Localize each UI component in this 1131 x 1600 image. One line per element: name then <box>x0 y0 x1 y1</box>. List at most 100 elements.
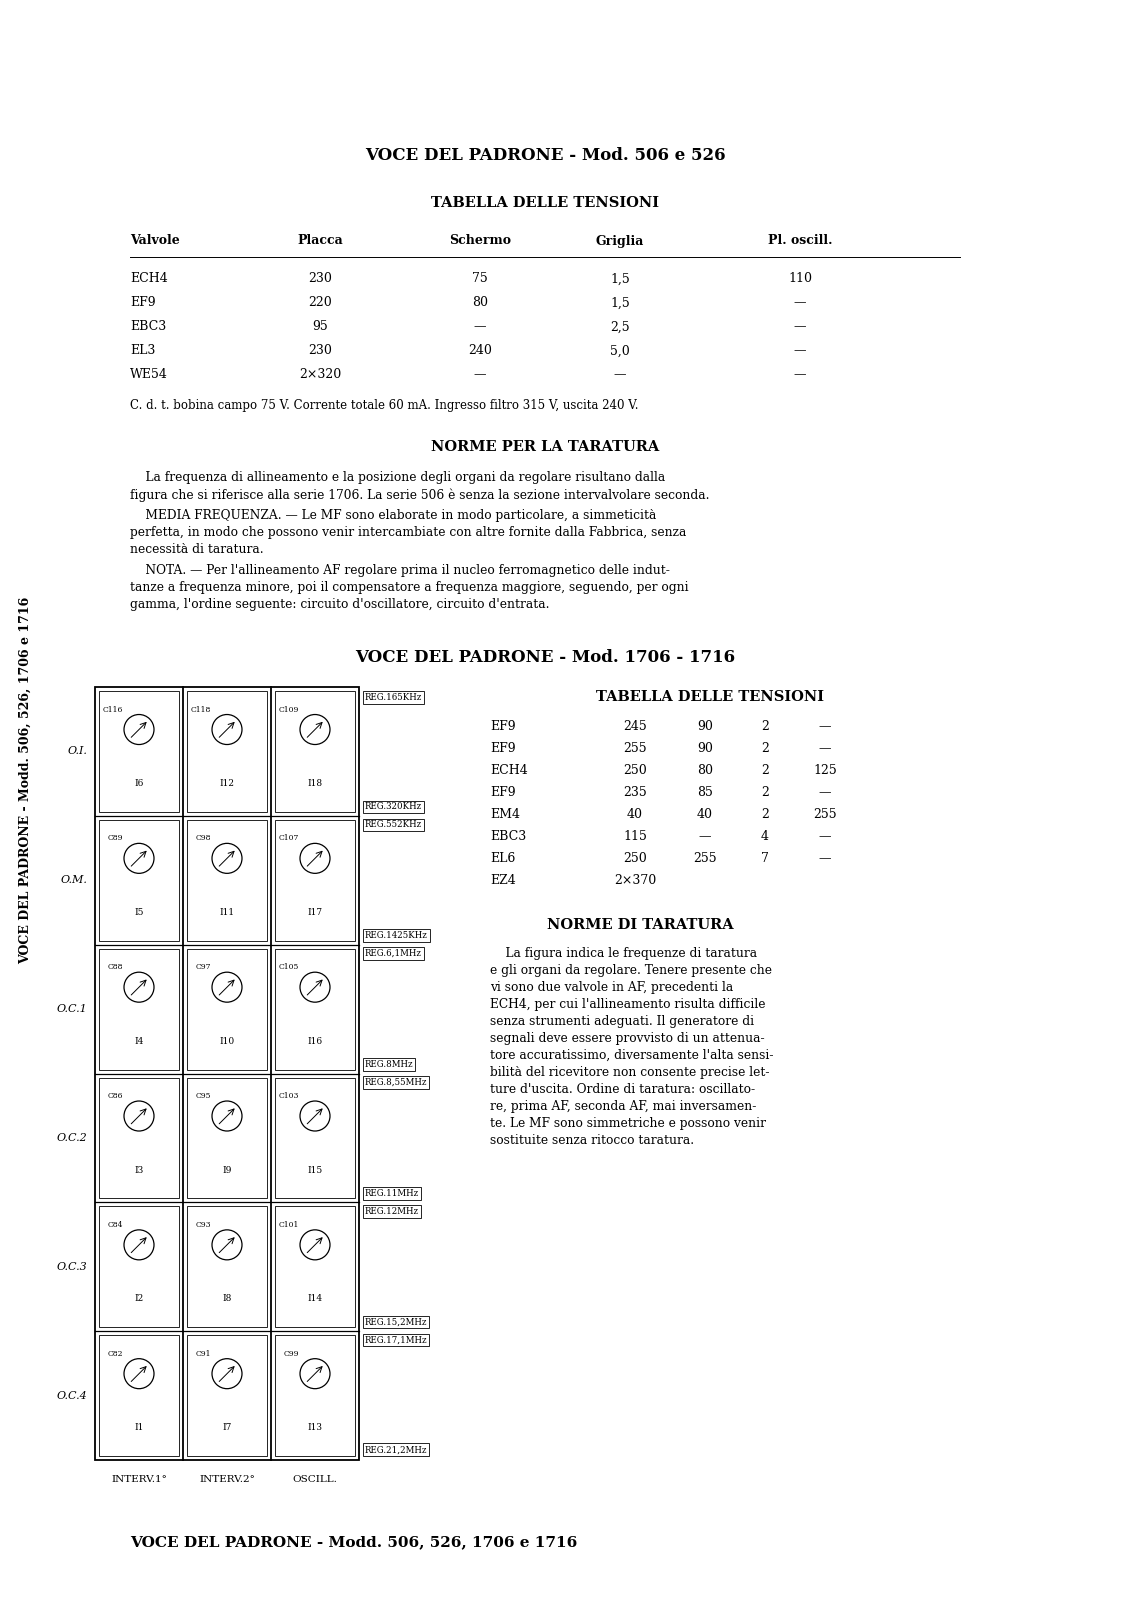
Text: C116: C116 <box>103 706 123 714</box>
Text: 80: 80 <box>697 765 713 778</box>
Text: REG.1425KHz: REG.1425KHz <box>365 931 428 941</box>
Text: 7: 7 <box>761 853 769 866</box>
Text: I2: I2 <box>135 1294 144 1304</box>
Text: —: — <box>819 720 831 733</box>
Text: C101: C101 <box>278 1221 299 1229</box>
Bar <box>275 1334 355 1456</box>
Circle shape <box>211 715 242 744</box>
Text: TABELLA DELLE TENSIONI: TABELLA DELLE TENSIONI <box>431 195 659 210</box>
Text: C. d. t. bobina campo 75 V. Corrente totale 60 mA. Ingresso filtro 315 V, uscita: C. d. t. bobina campo 75 V. Corrente tot… <box>130 398 639 411</box>
Text: C98: C98 <box>196 834 211 842</box>
Text: I17: I17 <box>308 907 322 917</box>
Text: 1,5: 1,5 <box>610 272 630 285</box>
Text: 245: 245 <box>623 720 647 733</box>
Text: O.C.3: O.C.3 <box>57 1262 87 1272</box>
Text: C99: C99 <box>284 1350 299 1358</box>
Text: tore accuratissimo, diversamente l'alta sensi-: tore accuratissimo, diversamente l'alta … <box>490 1050 774 1062</box>
Text: 255: 255 <box>813 808 837 821</box>
Circle shape <box>124 843 154 874</box>
Text: Valvole: Valvole <box>130 235 180 248</box>
Circle shape <box>124 1101 154 1131</box>
Text: C93: C93 <box>196 1221 211 1229</box>
Text: Placca: Placca <box>297 235 343 248</box>
Text: —: — <box>474 320 486 333</box>
Text: 40: 40 <box>697 808 713 821</box>
Text: REG.8MHz: REG.8MHz <box>365 1059 414 1069</box>
Text: 115: 115 <box>623 830 647 843</box>
Text: 2: 2 <box>761 720 769 733</box>
Text: bilità del ricevitore non consente precise let-: bilità del ricevitore non consente preci… <box>490 1066 769 1078</box>
Text: 250: 250 <box>623 853 647 866</box>
Text: 90: 90 <box>697 720 713 733</box>
Text: ECH4: ECH4 <box>130 272 167 285</box>
Circle shape <box>211 843 242 874</box>
Circle shape <box>211 973 242 1002</box>
Text: 2×370: 2×370 <box>614 875 656 888</box>
Text: C82: C82 <box>107 1350 123 1358</box>
Text: I1: I1 <box>135 1424 144 1432</box>
Text: te. Le MF sono simmetriche e possono venir: te. Le MF sono simmetriche e possono ven… <box>490 1117 766 1130</box>
Text: TABELLA DELLE TENSIONI: TABELLA DELLE TENSIONI <box>596 690 824 704</box>
Text: 220: 220 <box>308 296 331 309</box>
Text: REG.8,55MHz: REG.8,55MHz <box>365 1078 428 1086</box>
Text: EM4: EM4 <box>490 808 520 821</box>
Text: C88: C88 <box>107 963 123 971</box>
Text: La figura indica le frequenze di taratura: La figura indica le frequenze di taratur… <box>490 947 757 960</box>
Text: 2: 2 <box>761 787 769 800</box>
Text: INTERV.1°: INTERV.1° <box>111 1475 167 1485</box>
Text: 85: 85 <box>697 787 713 800</box>
Text: I9: I9 <box>223 1166 232 1174</box>
Circle shape <box>300 715 330 744</box>
Text: 5,0: 5,0 <box>610 344 630 357</box>
Text: VOCE DEL PADRONE - Mod. 506 e 526: VOCE DEL PADRONE - Mod. 506 e 526 <box>364 147 725 163</box>
Text: O.C.1: O.C.1 <box>57 1005 87 1014</box>
Text: VOCE DEL PADRONE - Mod. 1706 - 1716: VOCE DEL PADRONE - Mod. 1706 - 1716 <box>355 648 735 666</box>
Bar <box>275 1077 355 1198</box>
Text: REG.15,2MHz: REG.15,2MHz <box>365 1318 428 1326</box>
Circle shape <box>300 1230 330 1259</box>
Text: Griglia: Griglia <box>596 235 645 248</box>
Text: MEDIA FREQUENZA. — Le MF sono elaborate in modo particolare, a simmeticità: MEDIA FREQUENZA. — Le MF sono elaborate … <box>130 509 656 522</box>
Circle shape <box>211 1358 242 1389</box>
Text: REG.320KHz: REG.320KHz <box>365 802 422 811</box>
Circle shape <box>211 1101 242 1131</box>
Text: —: — <box>794 296 806 309</box>
Text: C95: C95 <box>196 1093 211 1101</box>
Text: —: — <box>794 344 806 357</box>
Text: figura che si riferisce alla serie 1706. La serie 506 è senza la sezione interva: figura che si riferisce alla serie 1706.… <box>130 488 709 501</box>
Circle shape <box>300 1101 330 1131</box>
Text: —: — <box>474 368 486 381</box>
Text: tanze a frequenza minore, poi il compensatore a frequenza maggiore, seguendo, pe: tanze a frequenza minore, poi il compens… <box>130 581 689 594</box>
Bar <box>275 1206 355 1326</box>
Text: REG.6,1MHz: REG.6,1MHz <box>365 949 422 958</box>
Text: I18: I18 <box>308 779 322 789</box>
Circle shape <box>300 973 330 1002</box>
Text: I15: I15 <box>308 1166 322 1174</box>
Bar <box>187 949 267 1069</box>
Text: I5: I5 <box>135 907 144 917</box>
Text: C118: C118 <box>191 706 211 714</box>
Text: vi sono due valvole in AF, precedenti la: vi sono due valvole in AF, precedenti la <box>490 981 733 994</box>
Text: 4: 4 <box>761 830 769 843</box>
Bar <box>100 691 179 811</box>
Bar <box>100 819 179 941</box>
Text: C105: C105 <box>278 963 299 971</box>
Text: REG.165KHz: REG.165KHz <box>365 693 422 702</box>
Text: 75: 75 <box>472 272 487 285</box>
Text: NOTA. — Per l'allineamento AF regolare prima il nucleo ferromagnetico delle indu: NOTA. — Per l'allineamento AF regolare p… <box>130 565 670 578</box>
Text: C109: C109 <box>278 706 299 714</box>
Text: VOCE DEL PADRONE - Modd. 506, 526, 1706 e 1716: VOCE DEL PADRONE - Modd. 506, 526, 1706 … <box>130 1534 577 1549</box>
Text: EF9: EF9 <box>130 296 156 309</box>
Text: ture d'uscita. Ordine di taratura: oscillato-: ture d'uscita. Ordine di taratura: oscil… <box>490 1083 756 1096</box>
Text: INTERV.2°: INTERV.2° <box>199 1475 254 1485</box>
Text: I13: I13 <box>308 1424 322 1432</box>
Text: 2×320: 2×320 <box>299 368 342 381</box>
Text: C91: C91 <box>196 1350 211 1358</box>
Text: EF9: EF9 <box>490 742 516 755</box>
Text: C103: C103 <box>278 1093 299 1101</box>
Bar <box>187 1206 267 1326</box>
Text: e gli organi da regolare. Tenere presente che: e gli organi da regolare. Tenere present… <box>490 963 772 978</box>
Bar <box>100 1077 179 1198</box>
Text: NORME PER LA TARATURA: NORME PER LA TARATURA <box>431 440 659 454</box>
Text: 250: 250 <box>623 765 647 778</box>
